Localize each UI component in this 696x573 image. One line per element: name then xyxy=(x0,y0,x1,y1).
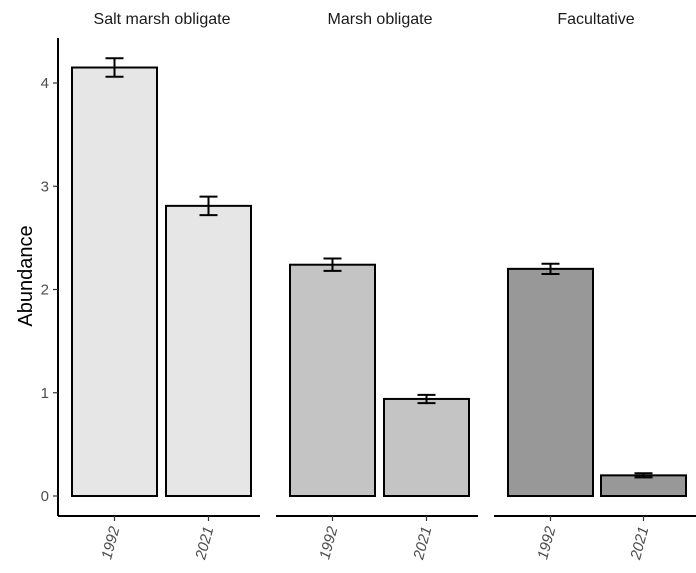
x-tick-label: 1992 xyxy=(534,524,559,561)
error-bar xyxy=(323,257,342,272)
error-bar xyxy=(634,472,653,479)
x-tick-label: 2021 xyxy=(410,525,435,563)
bar xyxy=(71,66,158,497)
panel-1: Marsh obligate 1992 2021 xyxy=(276,11,478,562)
bar xyxy=(165,204,252,497)
bar xyxy=(383,397,470,498)
y-tick-label: 2 xyxy=(41,282,49,299)
y-tick-label: 3 xyxy=(41,178,49,195)
panel-2: Facultative 1992 2021 xyxy=(494,11,696,562)
error-bar xyxy=(199,195,218,217)
y-tick-label: 1 xyxy=(41,385,49,402)
panel-title: Salt marsh obligate xyxy=(94,11,231,28)
bar xyxy=(289,263,376,497)
y-axis-label: Abundance xyxy=(15,225,37,326)
bar xyxy=(600,474,687,498)
panel-title: Marsh obligate xyxy=(328,11,433,28)
y-tick-label: 4 xyxy=(41,75,49,92)
panel-title: Facultative xyxy=(557,11,634,28)
x-tick-label: 2021 xyxy=(627,525,652,563)
error-bar xyxy=(541,262,560,276)
bar xyxy=(507,267,594,497)
panel-0: Salt marsh obligate 1992 2021 xyxy=(58,11,260,562)
x-tick-label: 1992 xyxy=(98,524,123,561)
y-tick-label: 0 xyxy=(41,488,49,505)
error-bar xyxy=(417,393,436,405)
x-tick-label: 1992 xyxy=(316,524,341,561)
y-axis: 0 1 2 3 4 xyxy=(41,38,59,516)
x-tick-label: 2021 xyxy=(192,525,217,563)
error-bar xyxy=(105,57,124,78)
